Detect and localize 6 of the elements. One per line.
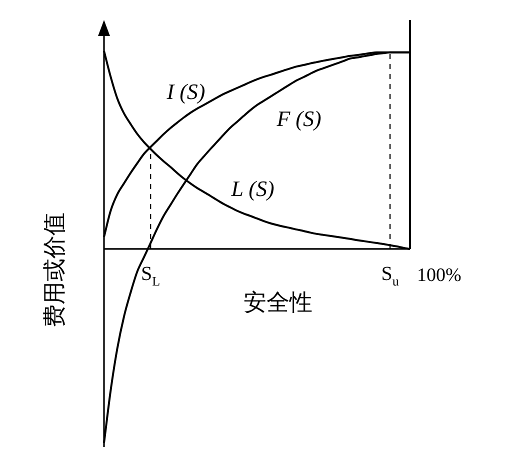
- text: 100%: [417, 264, 462, 286]
- series-label: F (S): [276, 106, 322, 131]
- x-axis-title: 安全性: [244, 290, 312, 315]
- y-axis-title: 费用或价值: [42, 212, 67, 328]
- series-label: L (S): [230, 176, 274, 201]
- series-label: I (S): [166, 79, 206, 104]
